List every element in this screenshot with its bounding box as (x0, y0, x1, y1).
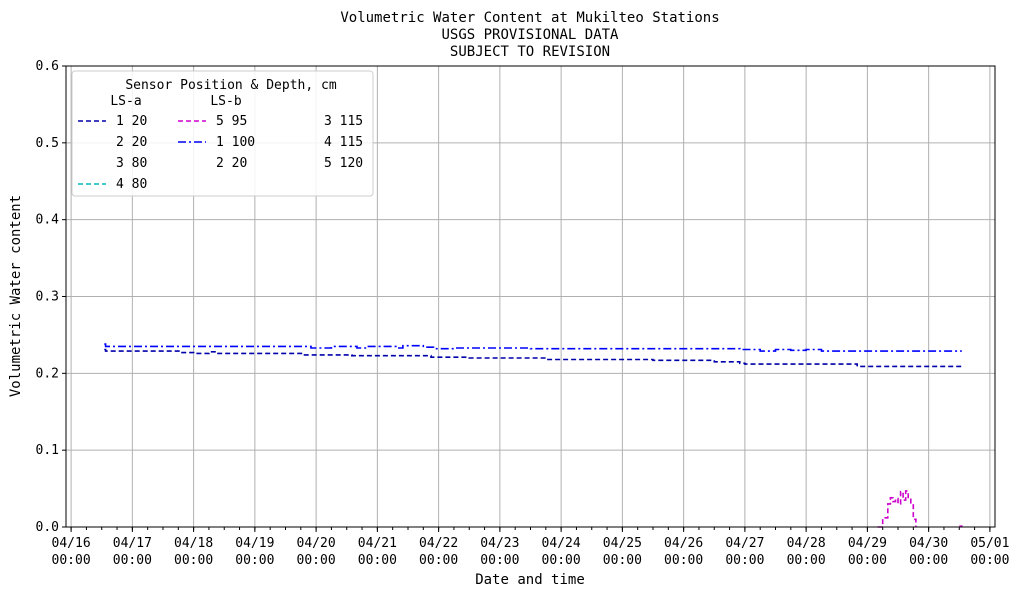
x-tick-label-time: 00:00 (419, 553, 458, 568)
y-tick-label: 0.1 (36, 443, 59, 458)
x-tick-label-time: 00:00 (909, 553, 948, 568)
legend-entry-label: 5 95 (216, 114, 247, 129)
chart-title-line-1: Volumetric Water Content at Mukilteo Sta… (340, 10, 719, 26)
x-tick-label-time: 00:00 (664, 553, 703, 568)
x-tick-label: 04/29 (848, 536, 887, 551)
x-tick-label: 04/16 (52, 536, 91, 551)
y-tick-label: 0.0 (36, 520, 59, 535)
x-tick-label-time: 00:00 (603, 553, 642, 568)
legend-column-header: LS-a (110, 94, 141, 109)
x-tick-label-time: 00:00 (970, 553, 1009, 568)
x-tick-label: 04/24 (542, 536, 581, 551)
chart-title-line-2: USGS PROVISIONAL DATA (441, 27, 619, 43)
x-tick-label-time: 00:00 (297, 553, 336, 568)
x-tick-label-time: 00:00 (113, 553, 152, 568)
y-tick-label: 0.4 (36, 213, 60, 228)
x-tick-label: 04/22 (419, 536, 458, 551)
x-tick-label: 04/28 (787, 536, 826, 551)
ticks: 0.0 0.1 0.2 0.3 0.4 0.5 0.6 04/16 00:00 04/17 00:0… (36, 59, 1010, 568)
y-tick-label: 0.3 (36, 290, 59, 305)
legend-entry-label: 1 100 (216, 135, 255, 150)
legend-entry-label: 1 20 (116, 114, 147, 129)
x-tick-label-time: 00:00 (848, 553, 887, 568)
legend-box (71, 70, 374, 197)
chart-title-line-3: SUBJECT TO REVISION (450, 44, 610, 60)
x-tick-label: 04/26 (664, 536, 703, 551)
legend-entry-label: 3 115 (324, 114, 363, 129)
x-axis-label: Date and time (475, 572, 585, 588)
legend-entry-label: 4 80 (116, 177, 147, 192)
legend-entry-label: 4 115 (324, 135, 363, 150)
series-line (104, 348, 963, 368)
x-tick-label-time: 00:00 (235, 553, 274, 568)
legend-title: Sensor Position & Depth, cm (125, 78, 336, 93)
x-tick-label: 04/20 (297, 536, 336, 551)
y-tick-label: 0.5 (36, 136, 59, 151)
x-tick-label-time: 00:00 (542, 553, 581, 568)
x-tick-label-time: 00:00 (480, 553, 519, 568)
x-tick-label-time: 00:00 (725, 553, 764, 568)
y-tick-label: 0.2 (36, 366, 59, 381)
x-tick-label: 04/23 (480, 536, 519, 551)
x-tick-label: 04/18 (174, 536, 213, 551)
x-tick-label-time: 00:00 (52, 553, 91, 568)
x-tick-label: 04/17 (113, 536, 152, 551)
x-tick-label: 04/27 (725, 536, 764, 551)
x-tick-label: 04/25 (603, 536, 642, 551)
y-tick-label: 0.6 (36, 59, 59, 74)
x-tick-label-time: 00:00 (174, 553, 213, 568)
series-layer (104, 343, 963, 528)
legend-entry-label: 5 120 (324, 156, 363, 171)
series-line (104, 343, 962, 352)
series-line (877, 490, 917, 528)
legend-entry-label: 2 20 (216, 156, 247, 171)
legend-entry-label: 2 20 (116, 135, 147, 150)
x-tick-label: 04/19 (235, 536, 274, 551)
x-tick-label: 05/01 (970, 536, 1009, 551)
x-tick-label-time: 00:00 (358, 553, 397, 568)
x-tick-label-time: 00:00 (787, 553, 826, 568)
legend-entry-label: 3 80 (116, 156, 147, 171)
y-axis-label: Volumetric Water content (8, 195, 24, 397)
legend-column-header: LS-b (210, 94, 241, 109)
x-tick-label: 04/21 (358, 536, 397, 551)
x-tick-label: 04/30 (909, 536, 948, 551)
